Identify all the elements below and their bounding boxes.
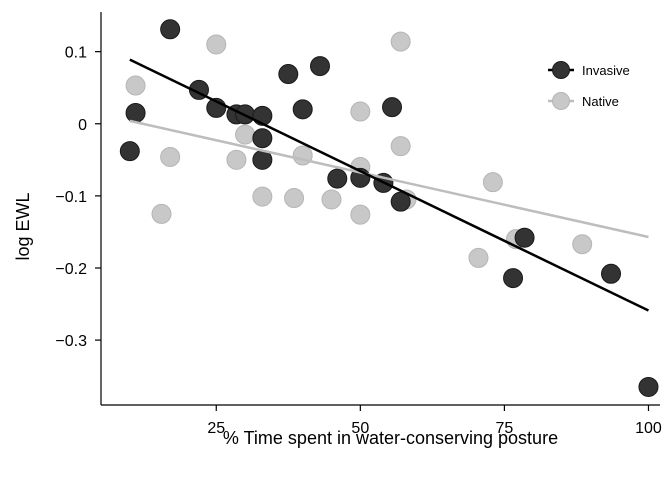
fit-line-invasive [129, 58, 650, 312]
data-point-invasive [390, 191, 411, 212]
data-point-native [226, 149, 247, 170]
legend-item-invasive: Invasive [548, 61, 630, 79]
data-point-native [125, 75, 146, 96]
data-point-native [572, 234, 593, 255]
data-points [119, 19, 659, 397]
data-point-native [350, 101, 371, 122]
data-point-native [390, 136, 411, 157]
x-tick-label: 25 [207, 420, 225, 437]
data-point-native [350, 204, 371, 225]
data-point-native [468, 247, 489, 268]
legend-marker-invasive [552, 61, 570, 79]
x-ticks: 25 50 75 100 [207, 405, 662, 437]
data-point-invasive [252, 128, 273, 149]
data-point-invasive [292, 99, 313, 120]
data-point-invasive [503, 268, 524, 289]
legend-label-native: Native [582, 94, 619, 109]
y-axis-label: log EWL [13, 192, 33, 260]
data-point-native [482, 172, 503, 193]
data-point-native [252, 186, 273, 207]
y-tick-label: 0 [78, 117, 87, 134]
data-point-invasive [125, 102, 146, 123]
y-tick-label: 0.1 [65, 45, 87, 62]
x-tick-label: 100 [635, 420, 662, 437]
regression-lines [129, 58, 650, 312]
y-ticks: −0.3 −0.2 −0.1 0 0.1 [55, 45, 101, 350]
y-tick-label: −0.3 [55, 333, 87, 350]
data-point-invasive [382, 97, 403, 118]
data-point-invasive [327, 168, 348, 189]
data-point-native [160, 146, 181, 167]
data-point-native [390, 31, 411, 52]
x-tick-label: 75 [496, 420, 514, 437]
legend-marker-native [552, 92, 570, 110]
y-tick-label: −0.1 [55, 189, 87, 206]
data-point-invasive [119, 141, 140, 162]
data-point-invasive [601, 263, 622, 284]
legend-item-native: Native [548, 92, 619, 110]
legend: Invasive Native [548, 61, 630, 110]
data-point-native [321, 189, 342, 210]
legend-label-invasive: Invasive [582, 63, 630, 78]
x-axis-label: % Time spent in water-conserving posture [223, 428, 558, 448]
data-point-invasive [638, 376, 659, 397]
data-point-invasive [514, 227, 535, 248]
data-point-invasive [309, 56, 330, 77]
data-point-invasive [278, 64, 299, 85]
x-tick-label: 50 [351, 420, 369, 437]
data-point-invasive [160, 19, 181, 40]
data-point-native [235, 124, 256, 145]
axes [100, 12, 660, 406]
fit-line-native [129, 119, 649, 239]
y-tick-label: −0.2 [55, 261, 87, 278]
data-point-native [284, 188, 305, 209]
data-point-native [151, 203, 172, 224]
data-point-native [206, 34, 227, 55]
